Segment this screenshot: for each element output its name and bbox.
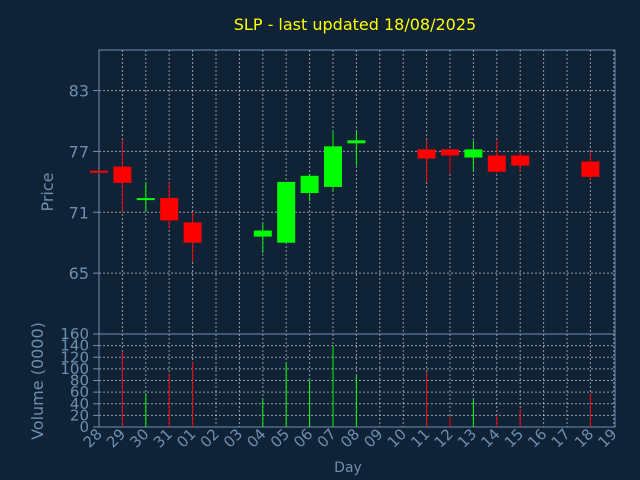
price-tick-label: 71 <box>69 203 89 222</box>
volume-panel-frame <box>98 333 616 428</box>
volume-tick-label: 60 <box>70 383 89 401</box>
candle-body <box>511 155 530 166</box>
volume-axis-label: Volume (0000) <box>28 322 47 440</box>
volume-tick-label: 100 <box>60 360 89 378</box>
candle-body <box>277 181 296 243</box>
x-axis: 2829303101020304050607080910111213141516… <box>80 425 621 451</box>
candle-body <box>90 170 108 173</box>
candle-body <box>183 222 202 243</box>
candle-body <box>324 146 342 187</box>
price-axis-label: Price <box>38 172 57 211</box>
price-tick-label: 77 <box>69 142 89 161</box>
price-tick-label: 83 <box>69 82 89 101</box>
candle-body <box>417 149 436 159</box>
volume-tick-label: 0 <box>79 418 89 436</box>
volume-tick-label: 120 <box>60 348 89 366</box>
candle-body <box>253 230 272 237</box>
volume-tick-label: 20 <box>70 406 89 424</box>
candle-body <box>441 149 459 156</box>
volume-tick-label: 160 <box>60 325 89 343</box>
candle-body <box>300 175 319 194</box>
candle-body <box>113 166 132 183</box>
candle-body <box>160 198 179 221</box>
volume-tick-label: 40 <box>70 395 89 413</box>
candle-body <box>136 198 155 201</box>
volume-tick-label: 140 <box>60 337 89 355</box>
candle-body <box>464 149 483 158</box>
price-panel: 65 71 77 83 <box>69 49 616 427</box>
x-axis-label: Day <box>334 460 362 476</box>
chart-title: SLP - last updated 18/08/2025 <box>234 15 476 34</box>
candle-body <box>581 161 600 177</box>
price-tick-label: 65 <box>69 264 89 283</box>
candle-body <box>347 140 366 144</box>
volume-tick-label: 80 <box>70 372 89 390</box>
candle-body <box>487 155 506 172</box>
